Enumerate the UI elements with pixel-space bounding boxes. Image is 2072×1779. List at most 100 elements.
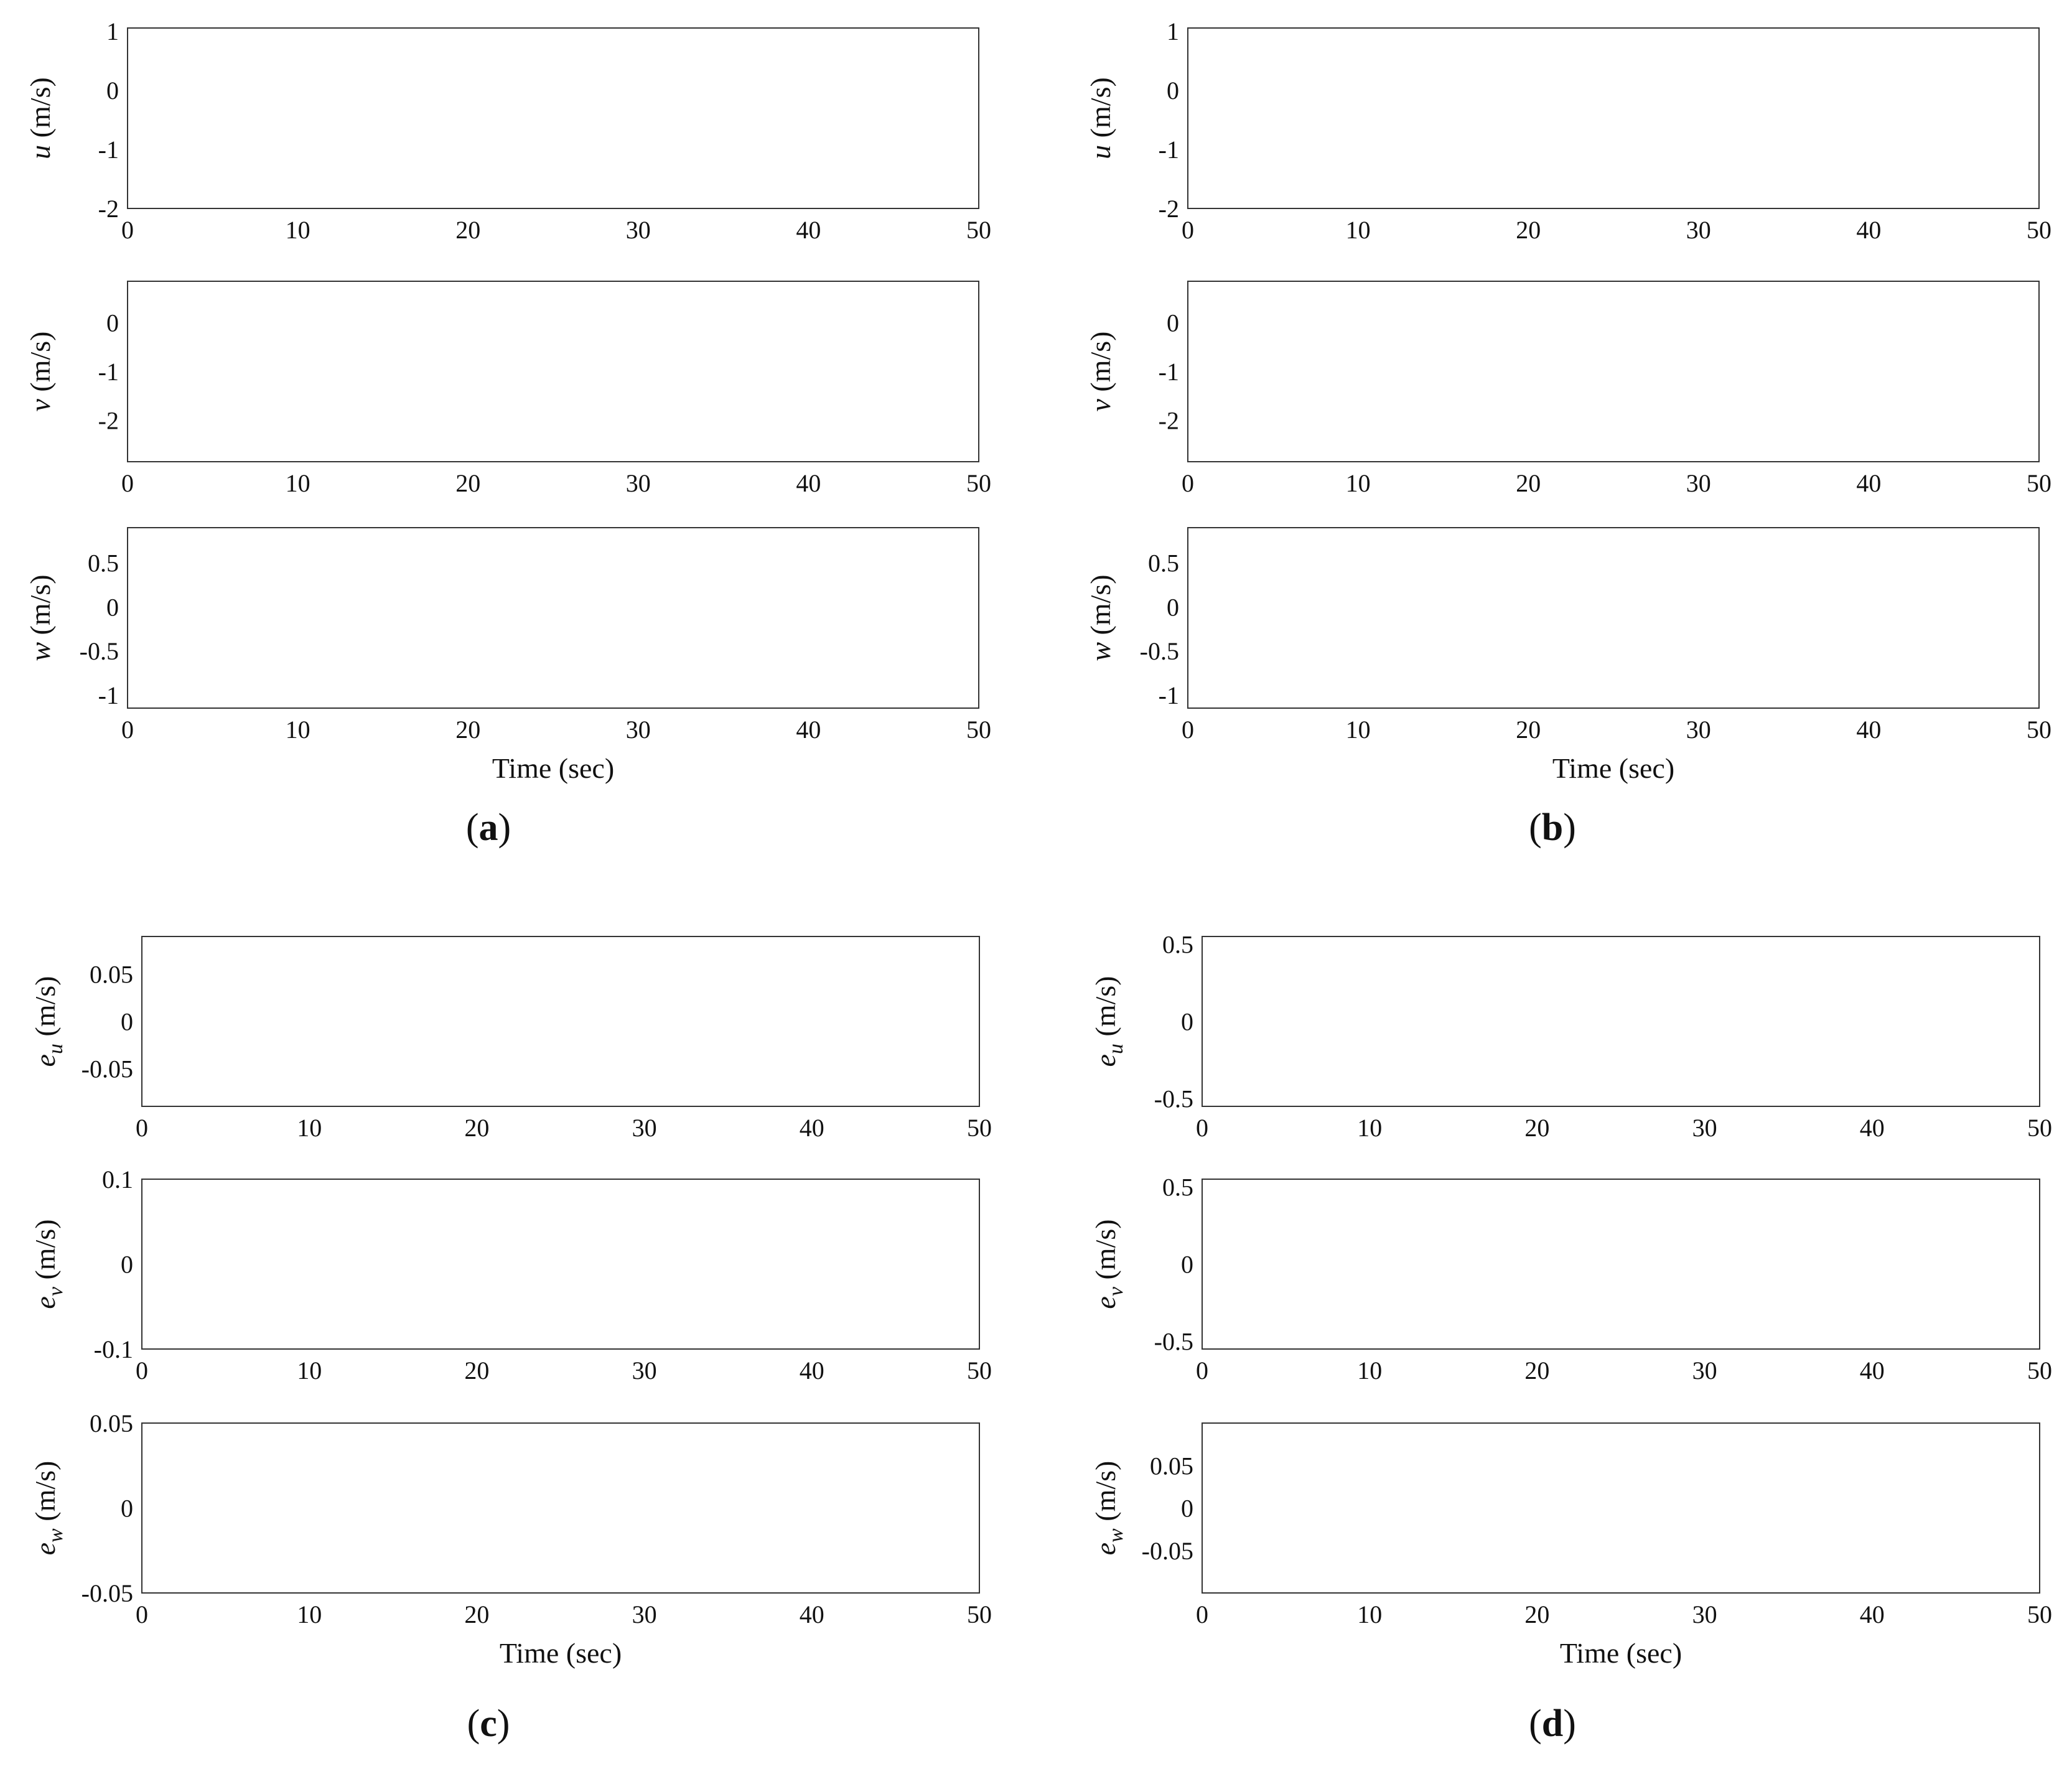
x-tick-label: 50 [967,1356,992,1384]
y-tick-label: 0.5 [1162,930,1193,958]
y-tick-label: -1 [98,358,119,386]
y-axis-label: ev (m/s) [29,1219,67,1309]
plot-frame [1202,1422,2040,1594]
x-tick-label: 40 [1860,1114,1885,1142]
y-axis-label: ew (m/s) [29,1461,67,1556]
x-tick-label: 40 [1860,1600,1885,1628]
y-axis-unit: (m/s) [29,1461,61,1529]
y-tick-label: -0.1 [94,1335,133,1363]
x-axis-label: Time (sec) [1560,1637,1682,1669]
y-axis-variable: v [24,399,56,412]
x-tick-label: 10 [297,1114,322,1142]
y-axis-unit: (m/s) [1090,976,1121,1044]
y-axis-unit: (m/s) [29,1219,61,1287]
y-axis-unit: (m/s) [1085,574,1116,642]
y-axis-label: w (m/s) [24,574,56,661]
x-tick-label: 0 [121,716,134,744]
x-tick-label: 30 [632,1600,657,1628]
x-tick-label: 10 [1357,1114,1382,1142]
x-tick-label: 20 [1516,469,1541,497]
y-axis-subscript: v [1104,1286,1127,1296]
y-tick-label: -1 [98,681,119,709]
y-axis-unit: (m/s) [24,77,56,145]
x-tick-label: 30 [632,1356,657,1384]
y-tick-label: 0 [1167,77,1179,105]
x-tick-label: 30 [1692,1356,1717,1384]
x-tick-label: 40 [800,1114,824,1142]
x-tick-label: 20 [464,1114,489,1142]
plot-frame [141,936,980,1107]
x-tick-label: 40 [800,1600,824,1628]
y-axis-unit: (m/s) [1085,331,1116,399]
x-tick-label: 30 [626,469,651,497]
x-tick-label: 10 [1346,469,1371,497]
y-axis-label: eu (m/s) [1090,976,1127,1067]
x-tick-label: 0 [1182,216,1194,244]
x-tick-label: 10 [1346,716,1371,744]
y-axis-subscript: v [44,1286,67,1296]
x-tick-label: 30 [1692,1600,1717,1628]
y-axis-unit: (m/s) [1085,77,1116,145]
y-axis-unit: (m/s) [29,976,61,1044]
plot-frame [127,281,979,462]
y-axis-unit: (m/s) [1090,1219,1121,1287]
y-tick-label: -0.05 [82,1579,133,1607]
y-tick-label: -2 [1159,195,1179,223]
panel-labels-layer: (a) (b) (c) (d) [466,806,1576,1745]
x-tick-label: 50 [2027,716,2051,744]
plot-frame [1187,527,2040,709]
x-tick-label: 50 [2027,216,2051,244]
x-tick-label: 10 [1357,1600,1382,1628]
plot-frame [1202,1179,2040,1350]
x-axis-label: Time (sec) [500,1637,622,1669]
y-tick-label: -1 [1159,136,1179,164]
y-axis-label: ev (m/s) [1090,1219,1127,1309]
y-tick-label: -0.5 [1154,1085,1193,1113]
plot-frame [1187,27,2040,209]
y-tick-label: -1 [1159,681,1179,709]
y-axis-label: u (m/s) [1085,77,1116,159]
y-tick-label: 0 [1181,1008,1193,1036]
y-tick-label: -0.5 [1140,637,1179,665]
y-axis-unit: (m/s) [24,331,56,399]
x-tick-label: 40 [1856,216,1881,244]
x-tick-label: 30 [1686,469,1711,497]
x-tick-label: 20 [455,216,480,244]
y-tick-label: 0.05 [90,1409,133,1437]
x-tick-label: 20 [1524,1600,1549,1628]
y-tick-label: 0.5 [88,549,119,577]
y-axis-variable: e [1090,1543,1121,1555]
x-tick-label: 20 [464,1600,489,1628]
subplot-d-3: 0 10 20 30 40 50 -0.05 0 0.05 ew (m/s) Time (sec) [1090,1422,2052,1669]
panel-label-b: (b) [1529,806,1576,849]
x-tick-label: 40 [1856,716,1881,744]
y-tick-label: 0.5 [1148,549,1179,577]
y-tick-label: -0.5 [80,637,119,665]
x-tick-label: 50 [967,1114,992,1142]
x-tick-label: 50 [2027,469,2051,497]
x-tick-label: 20 [455,716,480,744]
y-axis-subscript: w [44,1528,67,1543]
x-tick-label: 10 [297,1600,322,1628]
x-tick-label: 30 [632,1114,657,1142]
y-tick-label: -2 [98,406,119,434]
x-tick-label: 10 [286,216,310,244]
x-tick-label: 10 [297,1356,322,1384]
y-axis-variable: e [1090,1054,1121,1067]
x-tick-label: 30 [626,216,651,244]
x-tick-label: 20 [1516,216,1541,244]
x-tick-label: 0 [1182,469,1194,497]
plot-frame [141,1179,980,1350]
x-tick-label: 0 [121,216,134,244]
y-tick-label: 0 [1167,593,1179,621]
y-tick-label: 0.1 [102,1165,133,1193]
x-tick-label: 50 [2027,1356,2052,1384]
x-tick-label: 0 [1196,1600,1208,1628]
subplot-c-1: 0 10 20 30 40 50 -0.05 0 0.05 eu (m/s) [29,936,992,1142]
subplot-a-2: 0 10 20 30 40 50 -2 -1 0 v (m/s) [24,281,991,497]
panel-label-d: (d) [1529,1702,1576,1745]
y-tick-label: 0 [1181,1495,1193,1523]
y-axis-variable: e [1090,1296,1121,1309]
y-tick-label: -0.05 [1142,1537,1193,1565]
y-tick-label: 0 [106,593,119,621]
